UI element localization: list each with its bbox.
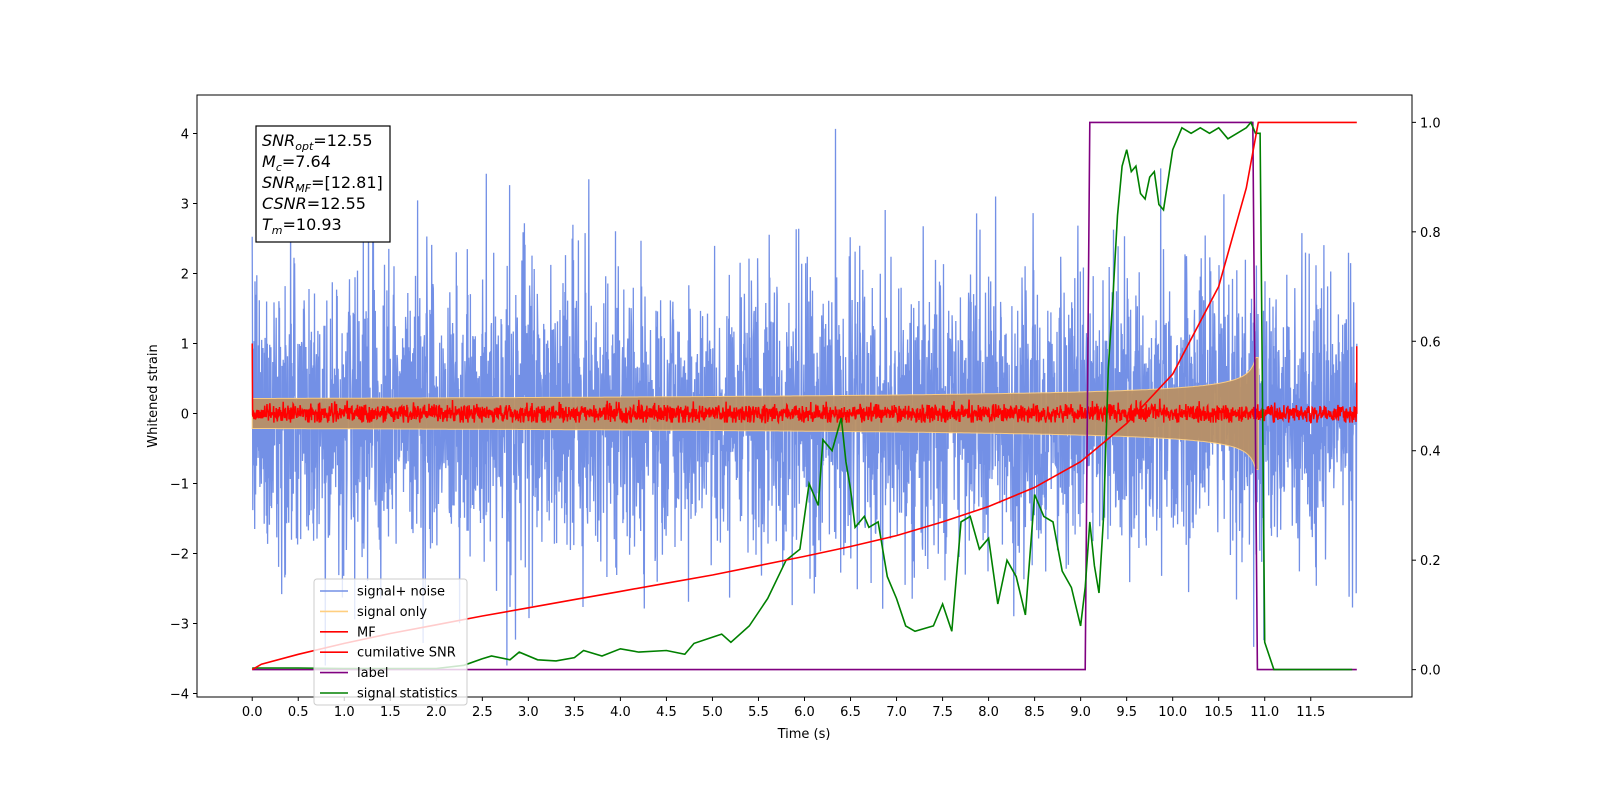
legend-entry: MF xyxy=(357,625,376,640)
legend: signal+ noise signal only MF cumilative SNR… xyxy=(313,578,468,706)
x-tick-label: 6.0 xyxy=(794,705,815,720)
y-right-tick-label: 0.4 xyxy=(1420,445,1441,460)
x-tick-label: 2.0 xyxy=(426,705,447,720)
y-tick-label: 1 xyxy=(181,338,189,353)
x-tick-label: 3.0 xyxy=(518,705,539,720)
axes-ticks: 0.0 0.5 1.0 1.5 2.0 2.5 3.0 3.5 4.0 4.5 5.0 5.5 6.0 6… xyxy=(170,116,1441,720)
y-axis-label: Whitened strain xyxy=(146,344,161,447)
annotation-line: CSNR=12.55 xyxy=(262,194,366,213)
x-tick-label: 7.0 xyxy=(886,705,907,720)
y-tick-label: 4 xyxy=(181,128,189,143)
x-tick-label: 8.0 xyxy=(978,705,999,720)
y-right-tick-label: 0.6 xyxy=(1420,335,1441,350)
x-tick-label: 10.5 xyxy=(1204,705,1233,720)
x-tick-label: 5.5 xyxy=(748,705,769,720)
x-tick-label: 10.0 xyxy=(1158,705,1187,720)
x-tick-label: 7.5 xyxy=(932,705,953,720)
annotation-box xyxy=(255,125,391,243)
y-tick-label: −2 xyxy=(170,548,189,563)
legend-box xyxy=(313,578,468,706)
y-tick-label: 2 xyxy=(181,268,189,283)
x-tick-label: 0.5 xyxy=(288,705,309,720)
legend-entry: signal+ noise xyxy=(357,585,445,600)
x-tick-label: 0.0 xyxy=(242,705,263,720)
y-tick-label: −3 xyxy=(170,618,189,633)
x-tick-label: 3.5 xyxy=(564,705,585,720)
x-tick-label: 1.0 xyxy=(334,705,355,720)
x-tick-label: 6.5 xyxy=(840,705,861,720)
y-tick-label: −4 xyxy=(170,688,189,703)
y-right-tick-label: 0.8 xyxy=(1420,226,1441,241)
annotation-line: Tm=10.93 xyxy=(262,215,342,237)
series-signal-statistics-line xyxy=(252,120,1353,671)
legend-entry: cumilative SNR xyxy=(357,646,456,661)
annotation-line: SNRopt=12.55 xyxy=(262,131,373,153)
x-tick-label: 2.5 xyxy=(472,705,493,720)
y-tick-label: 3 xyxy=(181,198,189,213)
y-right-tick-label: 1.0 xyxy=(1420,116,1441,131)
y-right-tick-label: 0.0 xyxy=(1420,664,1441,679)
x-tick-label: 8.5 xyxy=(1024,705,1045,720)
y-right-tick-label: 0.2 xyxy=(1420,554,1441,569)
x-axis-label: Time (s) xyxy=(777,727,831,742)
legend-entry: label xyxy=(357,666,388,681)
legend-entry: signal statistics xyxy=(357,687,458,702)
y-tick-label: −1 xyxy=(170,478,189,493)
x-tick-label: 11.5 xyxy=(1296,705,1325,720)
x-tick-label: 9.0 xyxy=(1070,705,1091,720)
x-tick-label: 9.5 xyxy=(1116,705,1137,720)
annotation-line: Mc=7.64 xyxy=(262,152,331,174)
legend-entry: signal only xyxy=(357,605,427,620)
x-tick-label: 4.0 xyxy=(610,705,631,720)
x-tick-label: 11.0 xyxy=(1250,705,1279,720)
stats-annotation: SNRopt=12.55Mc=7.64SNRMF=[12.81]CSNR=12.… xyxy=(255,125,391,243)
x-tick-label: 5.0 xyxy=(702,705,723,720)
annotation-line: SNRMF=[12.81] xyxy=(262,173,383,195)
x-tick-label: 4.5 xyxy=(656,705,677,720)
x-tick-label: 1.5 xyxy=(380,705,401,720)
series-signal-noise-line xyxy=(251,128,1358,666)
series-mf-line xyxy=(251,343,1358,425)
y-tick-label: 0 xyxy=(181,408,189,423)
